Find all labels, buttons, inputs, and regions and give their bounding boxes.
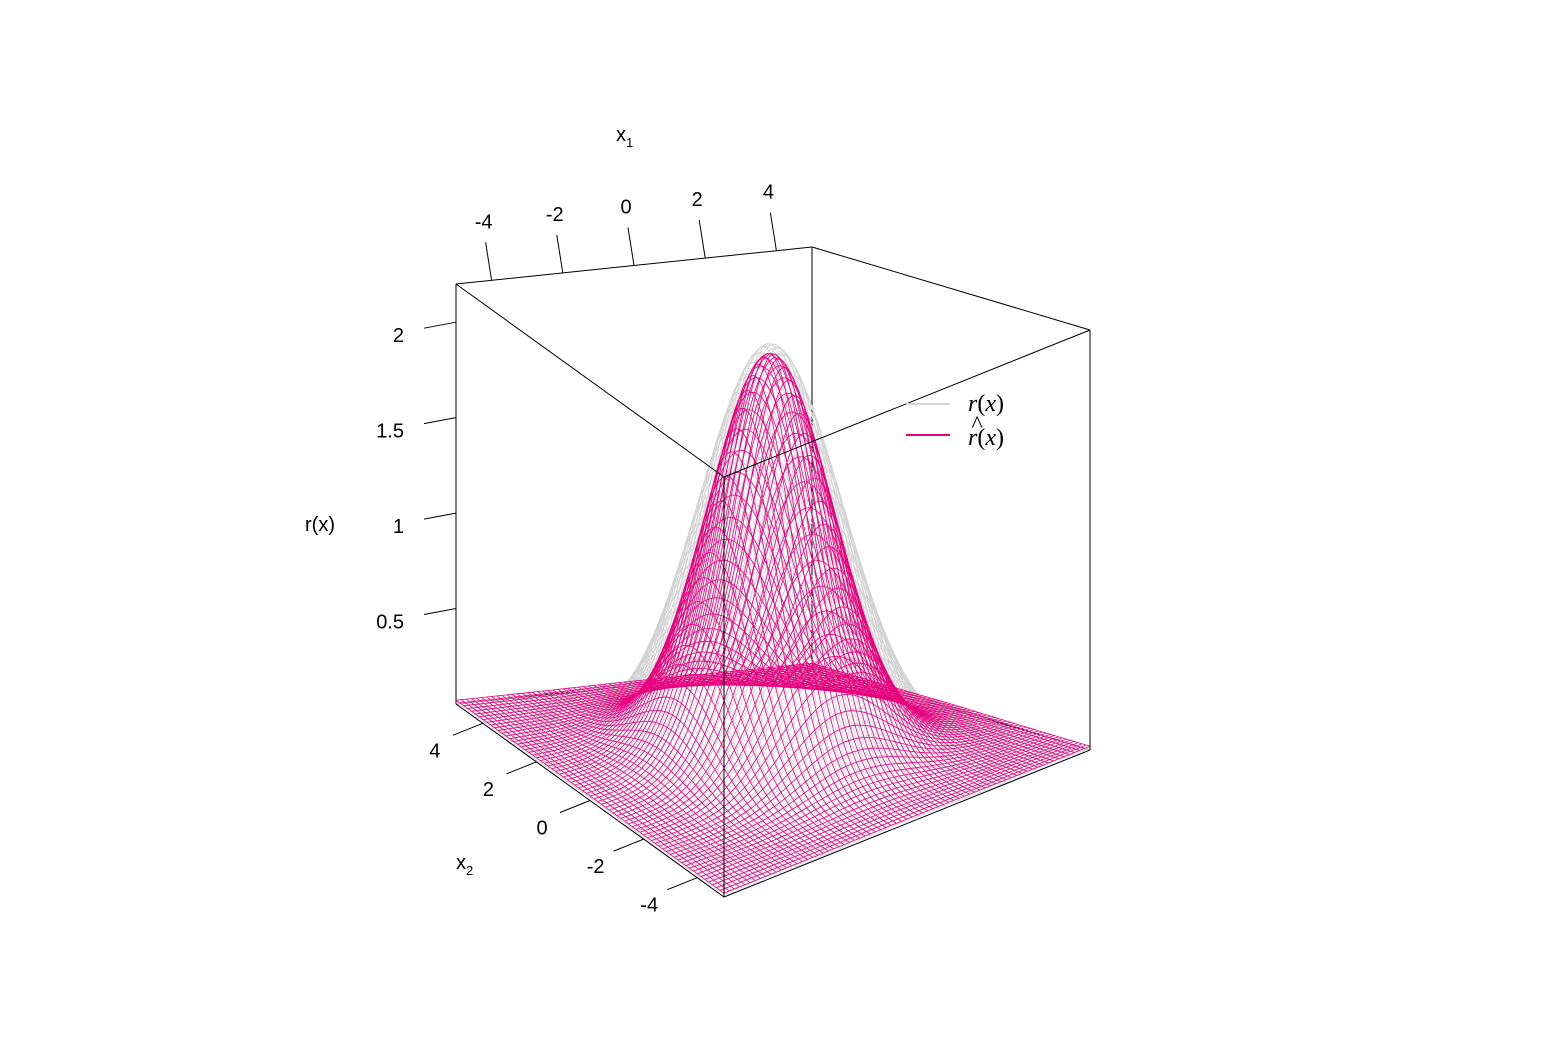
legend-hat-mark: ^ bbox=[971, 412, 983, 438]
surface-grid-line bbox=[589, 353, 952, 797]
z-tick-label: 0.5 bbox=[376, 612, 404, 634]
surface-grid-line bbox=[745, 669, 1023, 774]
surface-grid-line bbox=[679, 477, 955, 801]
surface-grid-line bbox=[649, 353, 923, 815]
x2-tick bbox=[613, 838, 644, 852]
surface-grid-line bbox=[459, 664, 817, 704]
z-axis-title: r(x) bbox=[305, 514, 335, 536]
x1-tick bbox=[698, 220, 706, 259]
box-edge bbox=[455, 283, 725, 478]
x2-tick-label: -4 bbox=[640, 895, 658, 917]
surface-grid-line bbox=[605, 376, 967, 809]
x1-tick bbox=[627, 227, 635, 266]
surface-grid-line bbox=[494, 674, 852, 729]
surface-grid-line bbox=[811, 662, 1091, 747]
z-tick-label: 1.5 bbox=[376, 421, 404, 443]
x2-tick bbox=[667, 877, 698, 891]
box-edge bbox=[723, 749, 1091, 898]
z-tick bbox=[423, 417, 457, 425]
surface-grid-line bbox=[786, 665, 1065, 758]
surface-grid-line bbox=[505, 674, 864, 737]
surface-grid-line bbox=[471, 667, 828, 712]
x1-tick-label: 2 bbox=[692, 189, 703, 211]
z-tick-label: 2 bbox=[393, 325, 404, 347]
x2-tick-label: 4 bbox=[429, 740, 440, 762]
surface-grid-line bbox=[791, 664, 1070, 755]
x2-tick-label: 2 bbox=[483, 779, 494, 801]
surface-grid-line bbox=[639, 343, 913, 819]
surface-grid-line bbox=[509, 667, 868, 740]
x1-tick-label: -4 bbox=[475, 211, 493, 233]
z-tick bbox=[423, 321, 457, 329]
x1-tick-label: 4 bbox=[763, 182, 774, 204]
x1-tick-label: 0 bbox=[620, 197, 631, 219]
surface-grid-line bbox=[455, 662, 813, 701]
surface-grid-line bbox=[475, 668, 832, 715]
estimated-surface-mesh bbox=[455, 353, 1091, 894]
box-edge bbox=[811, 246, 1091, 331]
x2-tick-label: -2 bbox=[587, 856, 605, 878]
x1-tick-label: -2 bbox=[546, 204, 564, 226]
surface-grid-line bbox=[669, 433, 944, 805]
surface-grid-line bbox=[467, 666, 824, 709]
x2-tick-label: 0 bbox=[536, 818, 547, 840]
legend: r(x) r(x) ^ bbox=[906, 391, 1004, 451]
x2-tick bbox=[452, 722, 483, 736]
surface-grid-line bbox=[796, 664, 1075, 753]
surface-grid-line bbox=[551, 458, 912, 772]
surface-grid-line bbox=[801, 663, 1080, 751]
surface-grid-line bbox=[674, 424, 950, 805]
x1-tick bbox=[556, 234, 564, 273]
surface-grid-line bbox=[555, 439, 916, 774]
z-tick-label: 1 bbox=[393, 516, 404, 538]
surface-grid-line bbox=[478, 669, 836, 718]
legend-label-true: r(x) bbox=[968, 391, 1004, 417]
x1-tick bbox=[485, 242, 493, 281]
surface-grid-line bbox=[605, 392, 967, 808]
x2-tick bbox=[506, 761, 537, 775]
axis-ticks: -4 -2 0 2 4 4 2 0 -2 -4 0.5 1 1.5 2 bbox=[376, 182, 777, 917]
surface-grid-line bbox=[781, 665, 1059, 760]
surface-grid-line bbox=[755, 668, 1033, 770]
surface-grid-line bbox=[806, 663, 1085, 749]
surface-grid-line bbox=[586, 353, 948, 794]
surface-grid-line bbox=[482, 671, 840, 720]
x2-tick bbox=[559, 800, 591, 813]
surface-grid-line bbox=[771, 667, 1049, 764]
x1-axis-title: x1 bbox=[616, 124, 633, 150]
surface-grid-line bbox=[723, 745, 1091, 894]
surface-grid-line bbox=[463, 665, 820, 707]
surface-grid-line bbox=[559, 420, 920, 777]
z-tick bbox=[423, 608, 457, 616]
surface-grid-line bbox=[776, 666, 1054, 762]
surface-grid-line bbox=[582, 357, 944, 791]
x2-axis-title: x2 bbox=[456, 852, 473, 878]
z-tick bbox=[423, 512, 457, 520]
surface-grid-line bbox=[578, 365, 940, 789]
legend-label-estimate: r(x) bbox=[968, 425, 1004, 451]
x1-tick bbox=[769, 212, 777, 251]
surface-grid-line bbox=[659, 394, 934, 809]
